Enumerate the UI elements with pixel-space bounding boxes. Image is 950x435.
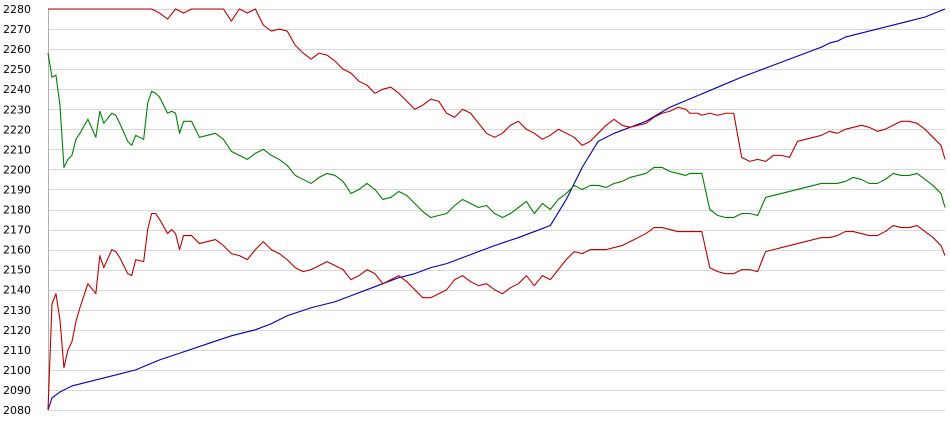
y-tick-label: 2280 xyxy=(3,3,31,16)
y-tick-label: 2150 xyxy=(3,264,31,277)
y-tick-label: 2130 xyxy=(3,304,31,317)
grid xyxy=(48,9,945,411)
y-tick-label: 2140 xyxy=(3,284,31,297)
y-tick-label: 2170 xyxy=(3,224,31,237)
y-tick-label: 2160 xyxy=(3,244,31,257)
series-line-3 xyxy=(47,53,946,219)
y-tick-label: 2230 xyxy=(3,103,31,116)
y-tick-label: 2080 xyxy=(3,404,31,417)
y-tick-label: 2090 xyxy=(3,384,31,397)
y-tick-label: 2270 xyxy=(3,23,31,36)
series-line-4 xyxy=(47,212,946,411)
series-line-2 xyxy=(48,8,946,162)
y-tick-label: 2120 xyxy=(3,324,31,337)
y-tick-label: 2210 xyxy=(3,143,31,156)
series-line-1 xyxy=(47,8,946,411)
y-tick-label: 2220 xyxy=(3,123,31,136)
y-tick-label: 2250 xyxy=(3,63,31,76)
y-tick-label: 2100 xyxy=(3,364,31,377)
y-tick-label: 2240 xyxy=(3,83,31,96)
y-tick-label: 2260 xyxy=(3,43,31,56)
y-tick-labels: 2080 2090 2100 2110 2120 2130 2140 2150 2160 2170… xyxy=(3,3,31,417)
y-tick-label: 2190 xyxy=(3,183,31,196)
y-tick-label: 2200 xyxy=(3,163,31,176)
y-tick-label: 2110 xyxy=(3,344,31,357)
series-lines xyxy=(47,8,946,411)
y-tick-label: 2180 xyxy=(3,204,31,217)
